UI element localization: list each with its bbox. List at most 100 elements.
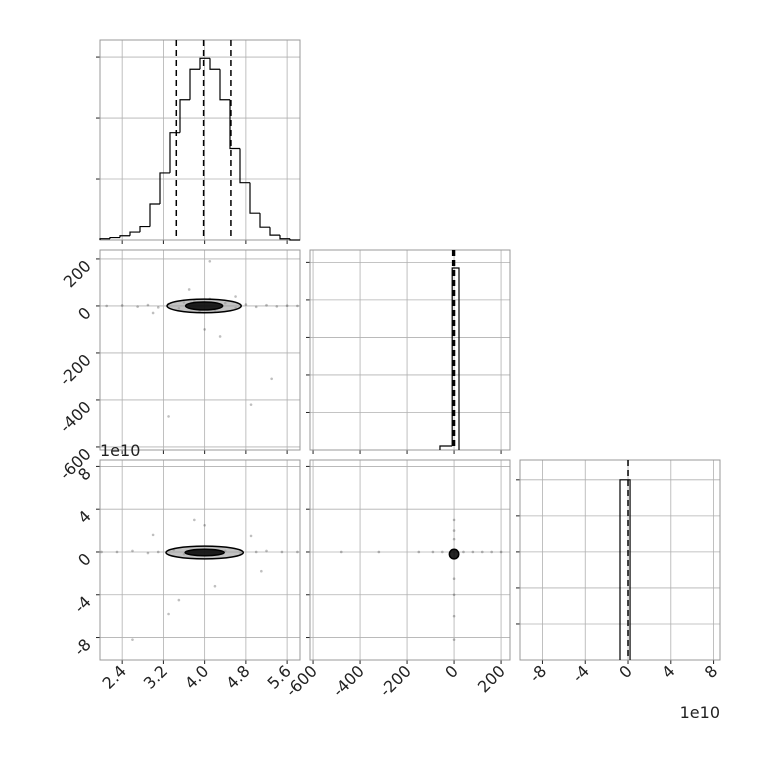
histogram-bin — [179, 99, 190, 133]
histogram-bin — [219, 69, 230, 101]
histogram-bin — [159, 172, 170, 205]
scatter-point — [441, 550, 444, 554]
scatter-point — [265, 549, 268, 553]
histogram-bin — [229, 99, 240, 150]
y-tick-label: -200 — [56, 350, 95, 389]
scatter-point — [471, 550, 475, 554]
histogram-bin — [199, 57, 210, 70]
histogram-bin — [289, 238, 300, 241]
scatter-point — [296, 550, 299, 554]
scatter-point — [193, 518, 196, 522]
scatter-point — [208, 259, 212, 263]
x-tick-label: -4 — [568, 661, 593, 686]
y-tick-label: -4 — [70, 592, 95, 617]
x-tick-label: 200 — [474, 661, 509, 696]
histogram-bin — [149, 203, 160, 227]
histogram-bin — [129, 231, 140, 236]
y-tick-label: 0 — [74, 549, 95, 570]
scatter-point — [296, 304, 299, 308]
scatter-point — [105, 304, 109, 308]
scatter-point — [131, 549, 134, 553]
scatter-point — [254, 550, 258, 554]
scatter-point — [203, 328, 206, 331]
histogram-bin — [439, 445, 453, 450]
y-tick-label: 200 — [60, 256, 95, 291]
scatter-point — [490, 550, 493, 554]
scatter-point — [480, 550, 484, 554]
y-tick-label: -400 — [56, 397, 95, 436]
histogram-bin — [119, 235, 130, 238]
histogram-bin — [169, 132, 180, 173]
histogram-bin — [269, 227, 280, 236]
scatter-point — [462, 550, 465, 554]
scatter-point — [452, 638, 456, 641]
scatter-point — [452, 518, 456, 522]
scatter-point — [120, 304, 124, 307]
scatter-point — [187, 288, 191, 291]
scatter-point — [280, 550, 284, 554]
scatter-point — [131, 638, 134, 641]
histogram-bin — [109, 236, 120, 239]
scatter-point — [265, 303, 268, 307]
x-tick-label: 0 — [615, 661, 636, 682]
scatter-point — [234, 295, 237, 298]
scatter-point — [156, 306, 160, 309]
scatter-point — [146, 303, 150, 307]
scatter-point — [156, 550, 160, 554]
histogram-bin — [249, 182, 260, 214]
scatter-point — [254, 305, 258, 309]
x-tick-label: -200 — [376, 661, 415, 700]
histogram-bin — [99, 238, 110, 240]
scatter-point — [285, 304, 289, 307]
x-tick-label: 8 — [701, 661, 722, 682]
scatter-point — [452, 577, 456, 581]
scatter-point — [452, 529, 456, 532]
y-tick-label: 0 — [74, 303, 95, 324]
scatter-point — [177, 598, 181, 602]
scatter-point — [431, 550, 435, 554]
scatter-point — [339, 550, 343, 554]
scatter-point — [249, 534, 253, 538]
scatter-point — [452, 614, 456, 618]
y-tick-label: 4 — [74, 507, 95, 528]
panel — [96, 39, 301, 244]
histogram-bin — [451, 267, 460, 450]
histogram-bin — [139, 225, 150, 233]
scatter-point — [213, 584, 217, 588]
scatter-point — [377, 550, 381, 554]
x-tick-label: 4.8 — [222, 661, 253, 692]
scatter-point — [260, 569, 263, 573]
scatter-point — [275, 305, 279, 308]
panel: -600 -400 -200 0 200 — [282, 459, 511, 701]
y-tick-label: -8 — [70, 635, 95, 660]
scatter-point — [167, 612, 170, 616]
histogram-bin — [209, 58, 220, 70]
density-contour — [184, 548, 225, 557]
offset-label: 1e10 — [680, 703, 720, 722]
x-tick-label: -8 — [526, 661, 551, 686]
scatter-point — [203, 523, 206, 527]
x-tick-label: 3.2 — [140, 661, 171, 692]
scatter-point — [151, 533, 155, 537]
scatter-point — [100, 550, 103, 554]
scatter-point — [417, 550, 421, 554]
histogram-bin — [239, 148, 250, 184]
axes-frame — [99, 249, 301, 451]
x-tick-label: 4.0 — [181, 661, 212, 692]
offset-label: 1e10 — [100, 441, 140, 460]
histogram-bin — [619, 479, 631, 660]
scatter-point — [167, 415, 170, 418]
density-contour — [448, 548, 460, 560]
panel — [306, 249, 511, 454]
scatter-point — [270, 377, 273, 381]
density-contour — [184, 301, 224, 311]
scatter-point — [452, 537, 456, 541]
x-tick-label: 0 — [441, 661, 462, 682]
scatter-point — [115, 550, 119, 554]
axes-frame — [99, 459, 301, 661]
panel: -8 -4 0 4 8 1e10 — [516, 459, 722, 722]
axes-frame — [309, 459, 511, 661]
scatter-point — [218, 335, 222, 338]
